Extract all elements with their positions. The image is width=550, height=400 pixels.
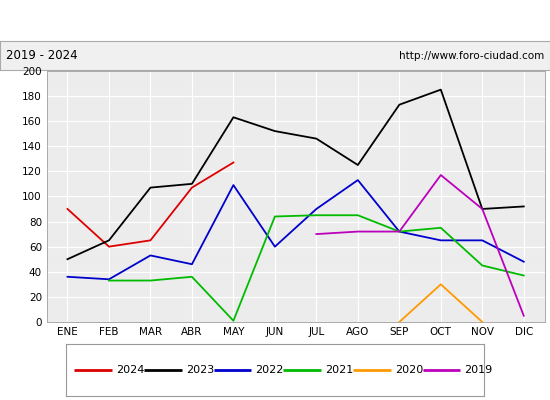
Text: Evolucion Nº Turistas Extranjeros en el municipio de Briones: Evolucion Nº Turistas Extranjeros en el … <box>48 14 502 28</box>
Text: 2019 - 2024: 2019 - 2024 <box>6 49 77 62</box>
Text: 2020: 2020 <box>395 365 423 375</box>
Text: 2024: 2024 <box>116 365 145 375</box>
Text: 2022: 2022 <box>256 365 284 375</box>
Text: 2021: 2021 <box>325 365 354 375</box>
Text: http://www.foro-ciudad.com: http://www.foro-ciudad.com <box>399 51 544 61</box>
Text: 2023: 2023 <box>186 365 214 375</box>
Text: 2019: 2019 <box>465 365 493 375</box>
